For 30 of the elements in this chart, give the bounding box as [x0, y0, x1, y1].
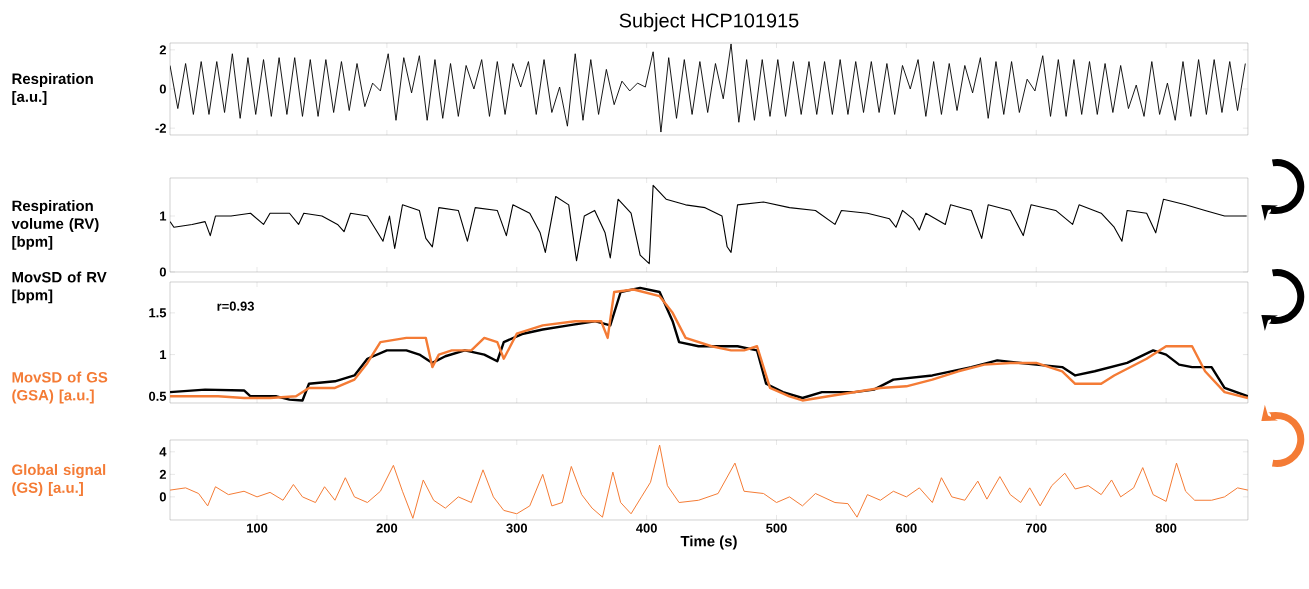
y-tick-label: 1	[160, 350, 167, 360]
x-tick-label: 200	[376, 523, 398, 533]
text: MovSD of RV [bpm]	[12, 271, 107, 304]
y-tick-label: 1	[160, 211, 167, 221]
line-series	[170, 43, 1246, 133]
x-axis-title: Time (s)	[680, 535, 737, 550]
y-tick-label: 2	[159, 469, 166, 479]
y-axis-title: Respiration [a.u.]	[12, 73, 93, 105]
chart-title: Subject HCP101915	[619, 12, 799, 32]
y-tick-label: -2	[155, 123, 166, 133]
y-tick-label: 0	[159, 492, 166, 502]
x-tick-label: 300	[506, 523, 528, 533]
x-tick-label: 800	[1155, 523, 1177, 533]
y-tick-label: 0	[159, 267, 166, 277]
line-series	[170, 184, 1248, 265]
y-tick-label: 2	[159, 45, 166, 55]
x-tick-label: 600	[896, 523, 917, 533]
line-series	[170, 444, 1248, 519]
y-axis-title: Global signal (GS) [a.u.]	[12, 464, 106, 496]
y-tick-label: 1.5	[149, 308, 167, 318]
y-tick-label: 0.5	[149, 391, 167, 401]
annotation: r=0.93	[217, 301, 254, 311]
x-tick-label: 500	[766, 523, 787, 533]
y-tick-label: 0	[159, 84, 166, 94]
text: MovSD of GS (GSA) [a.u.]	[12, 371, 108, 404]
x-tick-label: 400	[636, 523, 657, 533]
y-tick-label: 4	[159, 447, 167, 457]
x-tick-label: 700	[1026, 523, 1047, 533]
y-axis-title: Respiration volume (RV) [bpm]	[11, 200, 99, 250]
x-tick-label: 100	[247, 523, 268, 533]
